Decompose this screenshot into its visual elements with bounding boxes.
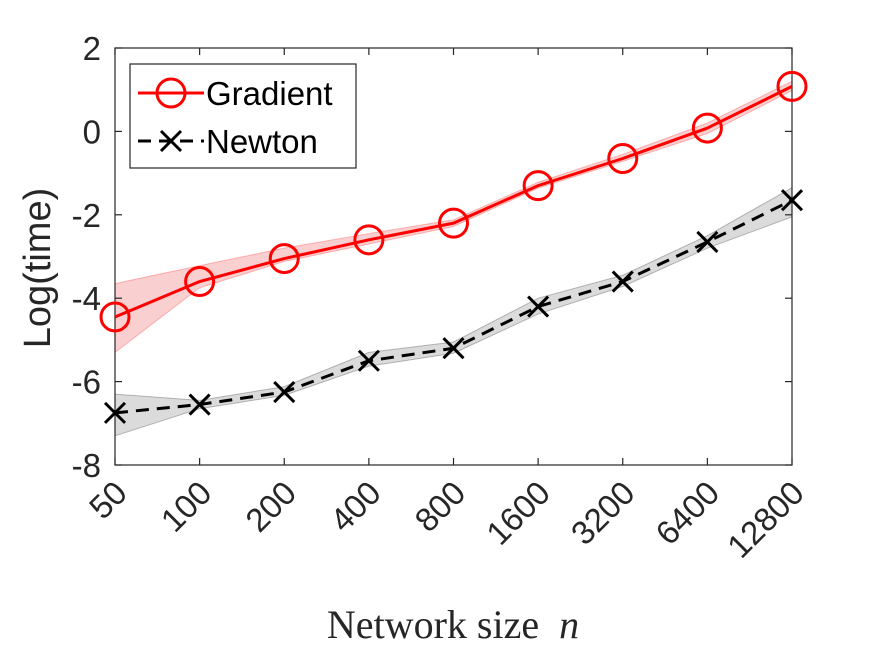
newton-point bbox=[611, 270, 634, 293]
newton-point-stroke bbox=[273, 380, 296, 404]
x-axis-label: Network size n bbox=[327, 602, 579, 647]
newton-point bbox=[442, 337, 465, 360]
newton-point-stroke bbox=[103, 401, 127, 424]
legend-newton-marker-stroke bbox=[159, 129, 183, 153]
gradient-point bbox=[776, 70, 808, 102]
legend-box bbox=[129, 63, 357, 169]
legend-newton-label: Newton bbox=[206, 123, 318, 160]
newton-point-stroke bbox=[188, 393, 211, 416]
y-tick-label: -6 bbox=[72, 364, 101, 401]
newton-point bbox=[780, 189, 804, 212]
gradient-point bbox=[691, 112, 723, 144]
newton-point bbox=[188, 393, 211, 416]
newton-point-stroke bbox=[780, 189, 804, 212]
y-tick-label: 2 bbox=[83, 30, 101, 67]
newton-point bbox=[103, 401, 127, 424]
newton-point-stroke bbox=[357, 349, 380, 372]
x-axis-label-variable: n bbox=[559, 602, 579, 647]
gradient-point bbox=[99, 301, 131, 333]
legend-gradient-label: Gradient bbox=[206, 75, 333, 112]
legend-gradient-marker bbox=[155, 77, 187, 109]
series-markers bbox=[99, 70, 808, 424]
x-axis-label-text: Network size bbox=[327, 602, 539, 647]
newton-point-stroke bbox=[527, 295, 550, 318]
plot-axes bbox=[114, 47, 793, 466]
y-axis-label: Log(time) bbox=[17, 188, 59, 349]
gradient-line bbox=[114, 85, 793, 319]
newton-point bbox=[357, 349, 380, 372]
y-tick-label: -2 bbox=[72, 197, 101, 234]
newton-point-stroke bbox=[696, 230, 719, 253]
gradient-point bbox=[268, 243, 300, 275]
gradient-point bbox=[438, 207, 469, 239]
y-tick-label: 0 bbox=[83, 113, 101, 150]
legend-newton-marker bbox=[159, 129, 183, 153]
newton-point-stroke bbox=[442, 337, 465, 360]
newton-point bbox=[273, 380, 296, 404]
y-tick-labels: -8 -6 -4 -2 0 2 bbox=[72, 30, 101, 484]
newton-point bbox=[696, 230, 719, 253]
y-tick-label: -8 bbox=[72, 447, 101, 484]
legend: Gradient Newton bbox=[129, 63, 357, 169]
gradient-point bbox=[607, 143, 639, 175]
gradient-point bbox=[353, 224, 385, 256]
newton-point bbox=[527, 295, 550, 318]
y-tick-label: -4 bbox=[72, 280, 101, 317]
gradient-point bbox=[522, 170, 554, 202]
gradient-point bbox=[184, 266, 216, 298]
newton-point-stroke bbox=[611, 270, 634, 293]
